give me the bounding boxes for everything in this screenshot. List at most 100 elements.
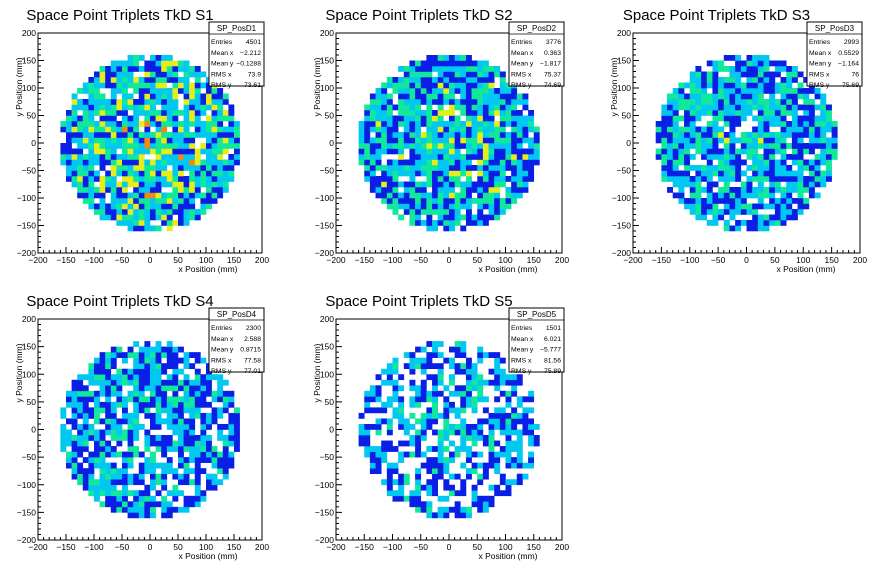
heatmap-cell bbox=[763, 192, 770, 199]
heatmap-cell bbox=[189, 159, 196, 166]
heatmap-cell bbox=[217, 192, 224, 199]
heatmap-cell bbox=[138, 352, 145, 358]
heatmap-cell bbox=[150, 374, 156, 381]
heatmap-cell bbox=[138, 501, 145, 508]
x-tick-label: −50 bbox=[115, 542, 130, 552]
heatmap-cell bbox=[460, 363, 467, 370]
heatmap-cell bbox=[746, 220, 753, 226]
heatmap-cell bbox=[94, 159, 100, 166]
heatmap-cell bbox=[505, 446, 512, 452]
heatmap-cell bbox=[150, 159, 156, 166]
heatmap-cell bbox=[386, 473, 393, 480]
heatmap-cell bbox=[415, 82, 422, 89]
heatmap-cell bbox=[144, 132, 151, 138]
heatmap-cell bbox=[122, 176, 128, 182]
heatmap-cell bbox=[516, 446, 523, 452]
heatmap-cell bbox=[381, 126, 388, 133]
heatmap-cell bbox=[144, 187, 151, 193]
heatmap-cell bbox=[386, 379, 393, 386]
heatmap-cell bbox=[127, 368, 134, 375]
heatmap-cell bbox=[116, 423, 123, 430]
heatmap-cell bbox=[528, 176, 535, 182]
heatmap-cell bbox=[426, 176, 433, 182]
heatmap-cell bbox=[122, 418, 128, 425]
heatmap-cell bbox=[403, 104, 410, 111]
heatmap-cell bbox=[403, 126, 410, 133]
heatmap-cell bbox=[499, 159, 506, 166]
heatmap-cell bbox=[110, 435, 117, 441]
heatmap-cell bbox=[661, 143, 668, 149]
heatmap-cell bbox=[392, 468, 399, 475]
stats-value: 77.01 bbox=[244, 368, 261, 375]
heatmap-cell bbox=[465, 99, 472, 105]
heatmap-cell bbox=[780, 220, 787, 226]
heatmap-cell bbox=[206, 440, 212, 447]
heatmap-cell bbox=[94, 440, 100, 447]
heatmap-cell bbox=[398, 396, 405, 403]
heatmap-cell bbox=[358, 121, 365, 127]
heatmap-cell bbox=[194, 170, 201, 177]
heatmap-cell bbox=[392, 126, 399, 133]
heatmap-cell bbox=[757, 110, 764, 116]
heatmap-cell bbox=[432, 379, 438, 386]
heatmap-cell bbox=[477, 357, 484, 364]
heatmap-cell bbox=[701, 154, 708, 160]
heatmap-cell bbox=[166, 110, 173, 116]
heatmap-cell bbox=[803, 181, 810, 188]
heatmap-cell bbox=[432, 374, 438, 381]
heatmap-cell bbox=[392, 462, 399, 469]
heatmap-cell bbox=[183, 121, 190, 127]
heatmap-cell bbox=[740, 170, 747, 177]
heatmap-cell bbox=[150, 60, 156, 67]
heatmap-cell bbox=[183, 198, 190, 204]
heatmap-cell bbox=[825, 143, 832, 149]
heatmap-cell bbox=[183, 176, 190, 182]
heatmap-cell bbox=[797, 165, 804, 171]
heatmap-cell bbox=[398, 457, 405, 463]
heatmap-cell bbox=[206, 99, 212, 105]
heatmap-cell bbox=[667, 121, 674, 127]
heatmap-cell bbox=[189, 407, 196, 414]
heatmap-cell bbox=[825, 137, 832, 144]
heatmap-cell bbox=[443, 412, 450, 419]
heatmap-cell bbox=[381, 479, 388, 486]
heatmap-cell bbox=[127, 479, 134, 486]
heatmap-cell bbox=[409, 132, 416, 138]
heatmap-cell bbox=[110, 418, 117, 425]
heatmap-cell bbox=[706, 77, 713, 83]
heatmap-cell bbox=[706, 126, 713, 133]
heatmap-cell bbox=[808, 181, 815, 188]
heatmap-cell bbox=[105, 385, 112, 392]
y-tick-label: 200 bbox=[617, 28, 631, 38]
heatmap-cell bbox=[449, 457, 455, 463]
heatmap-cell bbox=[482, 170, 489, 177]
heatmap-cell bbox=[122, 501, 128, 508]
heatmap-cell bbox=[465, 154, 472, 160]
heatmap-cell bbox=[66, 143, 72, 149]
heatmap-cell bbox=[392, 390, 399, 397]
heatmap-cell bbox=[105, 104, 112, 111]
heatmap-cell bbox=[432, 132, 438, 138]
heatmap-cell bbox=[110, 176, 117, 182]
heatmap-cell bbox=[695, 187, 702, 193]
heatmap-cell bbox=[94, 396, 100, 403]
heatmap-cell bbox=[183, 495, 190, 502]
heatmap-cell bbox=[194, 66, 201, 72]
heatmap-cell bbox=[780, 209, 787, 215]
heatmap-cell bbox=[398, 88, 405, 94]
heatmap-cell bbox=[528, 440, 535, 447]
heatmap-cell bbox=[415, 170, 422, 177]
heatmap-cell bbox=[825, 115, 832, 122]
heatmap-cell bbox=[465, 82, 472, 89]
heatmap-cell bbox=[689, 176, 696, 182]
heatmap-cell bbox=[718, 66, 725, 72]
heatmap-cell bbox=[183, 137, 190, 144]
heatmap-cell bbox=[183, 181, 190, 188]
heatmap-cell bbox=[166, 132, 173, 138]
heatmap-cell bbox=[386, 203, 393, 210]
heatmap-cell bbox=[706, 148, 713, 155]
heatmap-cell bbox=[88, 132, 95, 138]
heatmap-cell bbox=[155, 346, 162, 353]
heatmap-cell bbox=[786, 198, 793, 204]
heatmap-cell bbox=[133, 352, 140, 358]
